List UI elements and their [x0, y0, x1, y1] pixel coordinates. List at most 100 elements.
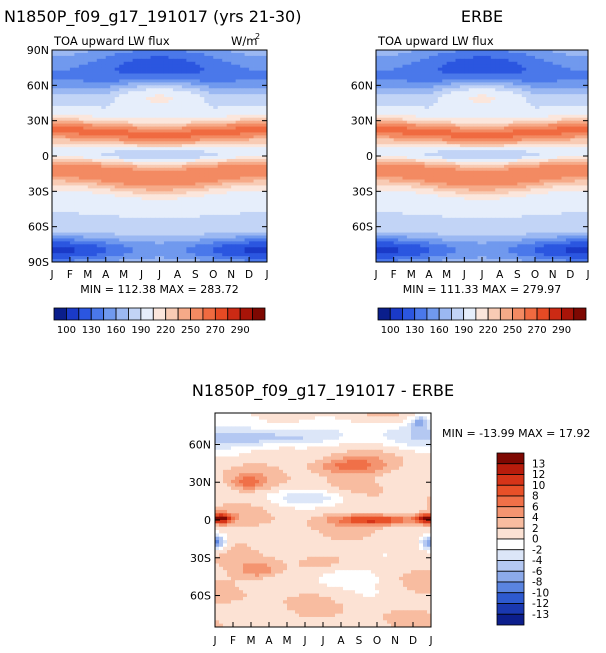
heatmap-cell — [455, 132, 461, 136]
heatmap-cell — [60, 247, 66, 251]
heatmap-cell — [217, 194, 223, 198]
heatmap-cell — [253, 173, 259, 178]
heatmap-cell — [535, 61, 540, 66]
heatmap-cell — [583, 85, 589, 89]
heatmap-cell — [204, 58, 210, 63]
heatmap-cell — [389, 58, 395, 63]
heatmap-cell — [574, 117, 580, 122]
heatmap-cell — [213, 179, 219, 183]
heatmap-cell — [231, 197, 237, 201]
heatmap-cell — [155, 238, 160, 242]
heatmap-cell — [141, 55, 147, 60]
heatmap-cell — [226, 73, 232, 77]
heatmap-cell — [56, 132, 62, 136]
heatmap-cell — [231, 217, 237, 222]
heatmap-cell — [482, 103, 487, 107]
heatmap-cell — [244, 105, 250, 110]
heatmap-cell — [208, 50, 214, 54]
heatmap-cell — [150, 114, 156, 119]
heatmap-cell — [455, 55, 461, 60]
y-tick-label: 90N — [27, 44, 49, 57]
heatmap-cell — [195, 241, 201, 245]
heatmap-cell — [213, 259, 219, 263]
heatmap-cell — [548, 111, 554, 116]
heatmap-cell — [204, 147, 210, 151]
heatmap-cell — [60, 176, 66, 180]
heatmap-cell — [530, 70, 536, 74]
heatmap-cell — [235, 238, 241, 242]
heatmap-cell — [141, 129, 147, 133]
heatmap-cell — [150, 73, 156, 77]
heatmap-cell — [508, 52, 514, 57]
heatmap-cell — [150, 126, 156, 130]
heatmap-cell — [217, 211, 223, 216]
heatmap-cell — [146, 238, 151, 242]
heatmap-cell — [195, 70, 201, 74]
heatmap-cell — [163, 191, 169, 195]
heatmap-cell — [249, 111, 254, 116]
heatmap-cell — [78, 191, 84, 195]
heatmap-cell — [150, 220, 156, 225]
heatmap-cell — [477, 97, 483, 101]
heatmap-cell — [78, 256, 84, 260]
heatmap-cell — [208, 97, 214, 101]
heatmap-cell — [52, 105, 57, 110]
heatmap-cell — [380, 64, 386, 69]
heatmap-cell — [262, 167, 268, 172]
heatmap-cell — [451, 67, 456, 72]
heatmap-cell — [204, 67, 210, 72]
heatmap-cell — [384, 82, 390, 86]
heatmap-cell — [195, 179, 201, 183]
heatmap-cell — [208, 203, 214, 207]
heatmap-cell — [74, 176, 80, 180]
heatmap-cell — [155, 156, 160, 160]
heatmap-cell — [65, 58, 71, 63]
heatmap-cell — [495, 135, 501, 139]
heatmap-cell — [199, 226, 205, 231]
heatmap-cell — [495, 105, 501, 110]
heatmap-cell — [92, 129, 98, 133]
heatmap-cell — [65, 191, 71, 195]
heatmap-cell — [249, 173, 254, 178]
heatmap-cell — [204, 153, 210, 157]
heatmap-cell — [155, 167, 160, 172]
heatmap-cell — [240, 200, 246, 204]
heatmap-cell — [92, 197, 98, 201]
heatmap-cell — [159, 100, 165, 104]
heatmap-cell — [208, 52, 214, 57]
heatmap-cell — [464, 123, 470, 127]
heatmap-cell — [244, 73, 250, 77]
heatmap-cell — [535, 73, 540, 77]
heatmap-cell — [499, 73, 505, 77]
heatmap-cell — [253, 52, 259, 57]
heatmap-cell — [137, 103, 142, 107]
heatmap-cell — [78, 229, 84, 233]
heatmap-cell — [92, 85, 98, 89]
heatmap-cell — [235, 197, 241, 201]
heatmap-cell — [557, 103, 562, 107]
heatmap-cell — [137, 235, 142, 239]
heatmap-cell — [172, 64, 178, 69]
heatmap-cell — [155, 223, 160, 228]
heatmap-cell — [172, 123, 178, 127]
heatmap-cell — [132, 141, 138, 145]
heatmap-cell — [65, 126, 71, 130]
heatmap-cell — [172, 67, 178, 72]
heatmap-cell — [459, 73, 465, 77]
heatmap-cell — [177, 100, 183, 104]
heatmap-cell — [420, 94, 425, 98]
heatmap-cell — [128, 256, 134, 260]
heatmap-cell — [92, 82, 98, 86]
heatmap-cell — [244, 241, 250, 245]
heatmap-cell — [208, 194, 214, 198]
heatmap-cell — [411, 100, 417, 104]
heatmap-cell — [69, 200, 75, 204]
heatmap-cell — [262, 123, 268, 127]
heatmap-cell — [398, 58, 403, 63]
heatmap-cell — [177, 226, 183, 231]
heatmap-cell — [74, 158, 80, 163]
heatmap-cell — [83, 123, 89, 127]
colorbar-swatch — [190, 307, 204, 321]
heatmap-cell — [159, 209, 165, 213]
heatmap-cell — [96, 250, 102, 254]
